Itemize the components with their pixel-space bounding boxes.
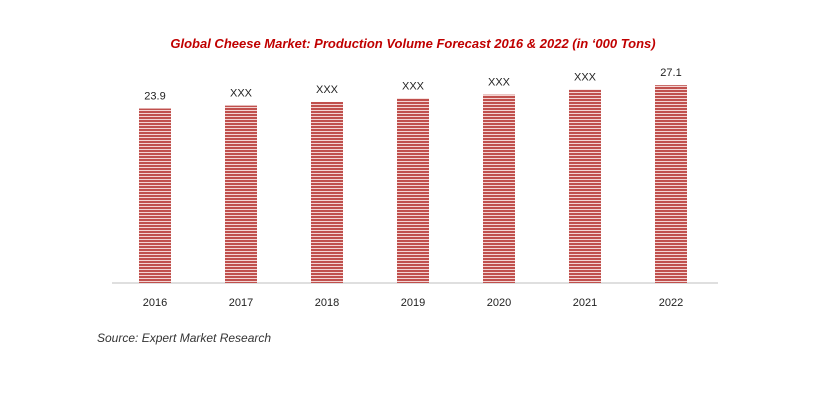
x-tick-label-2020: 2020	[487, 297, 511, 309]
source-note: Source: Expert Market Research	[97, 331, 272, 345]
chart-title: Global Cheese Market: Production Volume …	[170, 36, 656, 51]
x-tick-label-2019: 2019	[401, 297, 425, 309]
bar-2019	[397, 98, 429, 283]
x-tick-label-2022: 2022	[659, 297, 683, 309]
data-label-2017: XXX	[230, 88, 253, 100]
data-label-2020: XXX	[488, 77, 511, 89]
bar-2020	[483, 94, 515, 283]
x-tick-label-2016: 2016	[143, 297, 167, 309]
bar-2022	[655, 85, 687, 283]
bar-2016	[139, 108, 171, 283]
bar-2017	[225, 105, 257, 283]
x-tick-label-2021: 2021	[573, 297, 597, 309]
x-tick-label-2017: 2017	[229, 297, 253, 309]
x-tick-label-2018: 2018	[315, 297, 339, 309]
data-label-2021: XXX	[574, 72, 597, 84]
data-label-2022: 27.1	[660, 67, 681, 79]
data-label-2018: XXX	[316, 84, 339, 96]
data-label-2016: 23.9	[144, 91, 165, 103]
bar-2021	[569, 89, 601, 283]
bar-2018	[311, 101, 343, 284]
data-label-2019: XXX	[402, 80, 425, 92]
